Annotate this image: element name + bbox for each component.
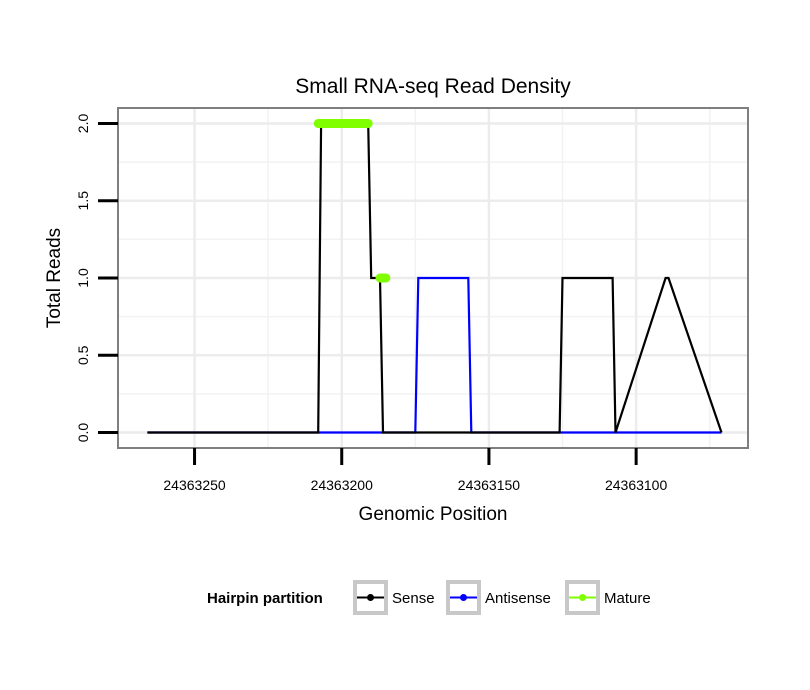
x-axis-label: Genomic Position [359,504,508,525]
x-tick-label: 24363250 [163,477,226,493]
y-axis: 0.0 0.5 1.0 1.5 2.0 [75,114,118,443]
legend-label-sense: Sense [392,590,435,607]
chart-title: Small RNA-seq Read Density [295,75,571,98]
y-tick-label: 0.0 [75,423,91,443]
legend-title: Hairpin partition [207,590,323,607]
y-tick-label: 1.5 [75,191,91,211]
x-tick-label: 24363200 [311,477,374,493]
grid-minor [118,108,748,448]
series-line-sense [147,122,723,434]
legend-label-antisense: Antisense [485,590,551,607]
legend-key-dot [367,594,374,601]
y-tick-label: 0.5 [75,345,91,365]
y-axis-label: Total Reads [44,228,65,328]
y-tick-label: 1.0 [75,268,91,288]
y-tick-label: 2.0 [75,114,91,134]
series-layer [147,118,723,434]
legend-key-dot [579,594,586,601]
legend: Hairpin partition Sense Antisense Mature [207,580,651,615]
x-tick-label: 24363100 [605,477,668,493]
x-tick-label: 24363150 [458,477,521,493]
legend-key-dot [460,594,467,601]
legend-label-mature: Mature [604,590,651,607]
x-axis: 24363250 24363200 24363150 24363100 [163,448,667,493]
plot-panel [117,107,749,449]
